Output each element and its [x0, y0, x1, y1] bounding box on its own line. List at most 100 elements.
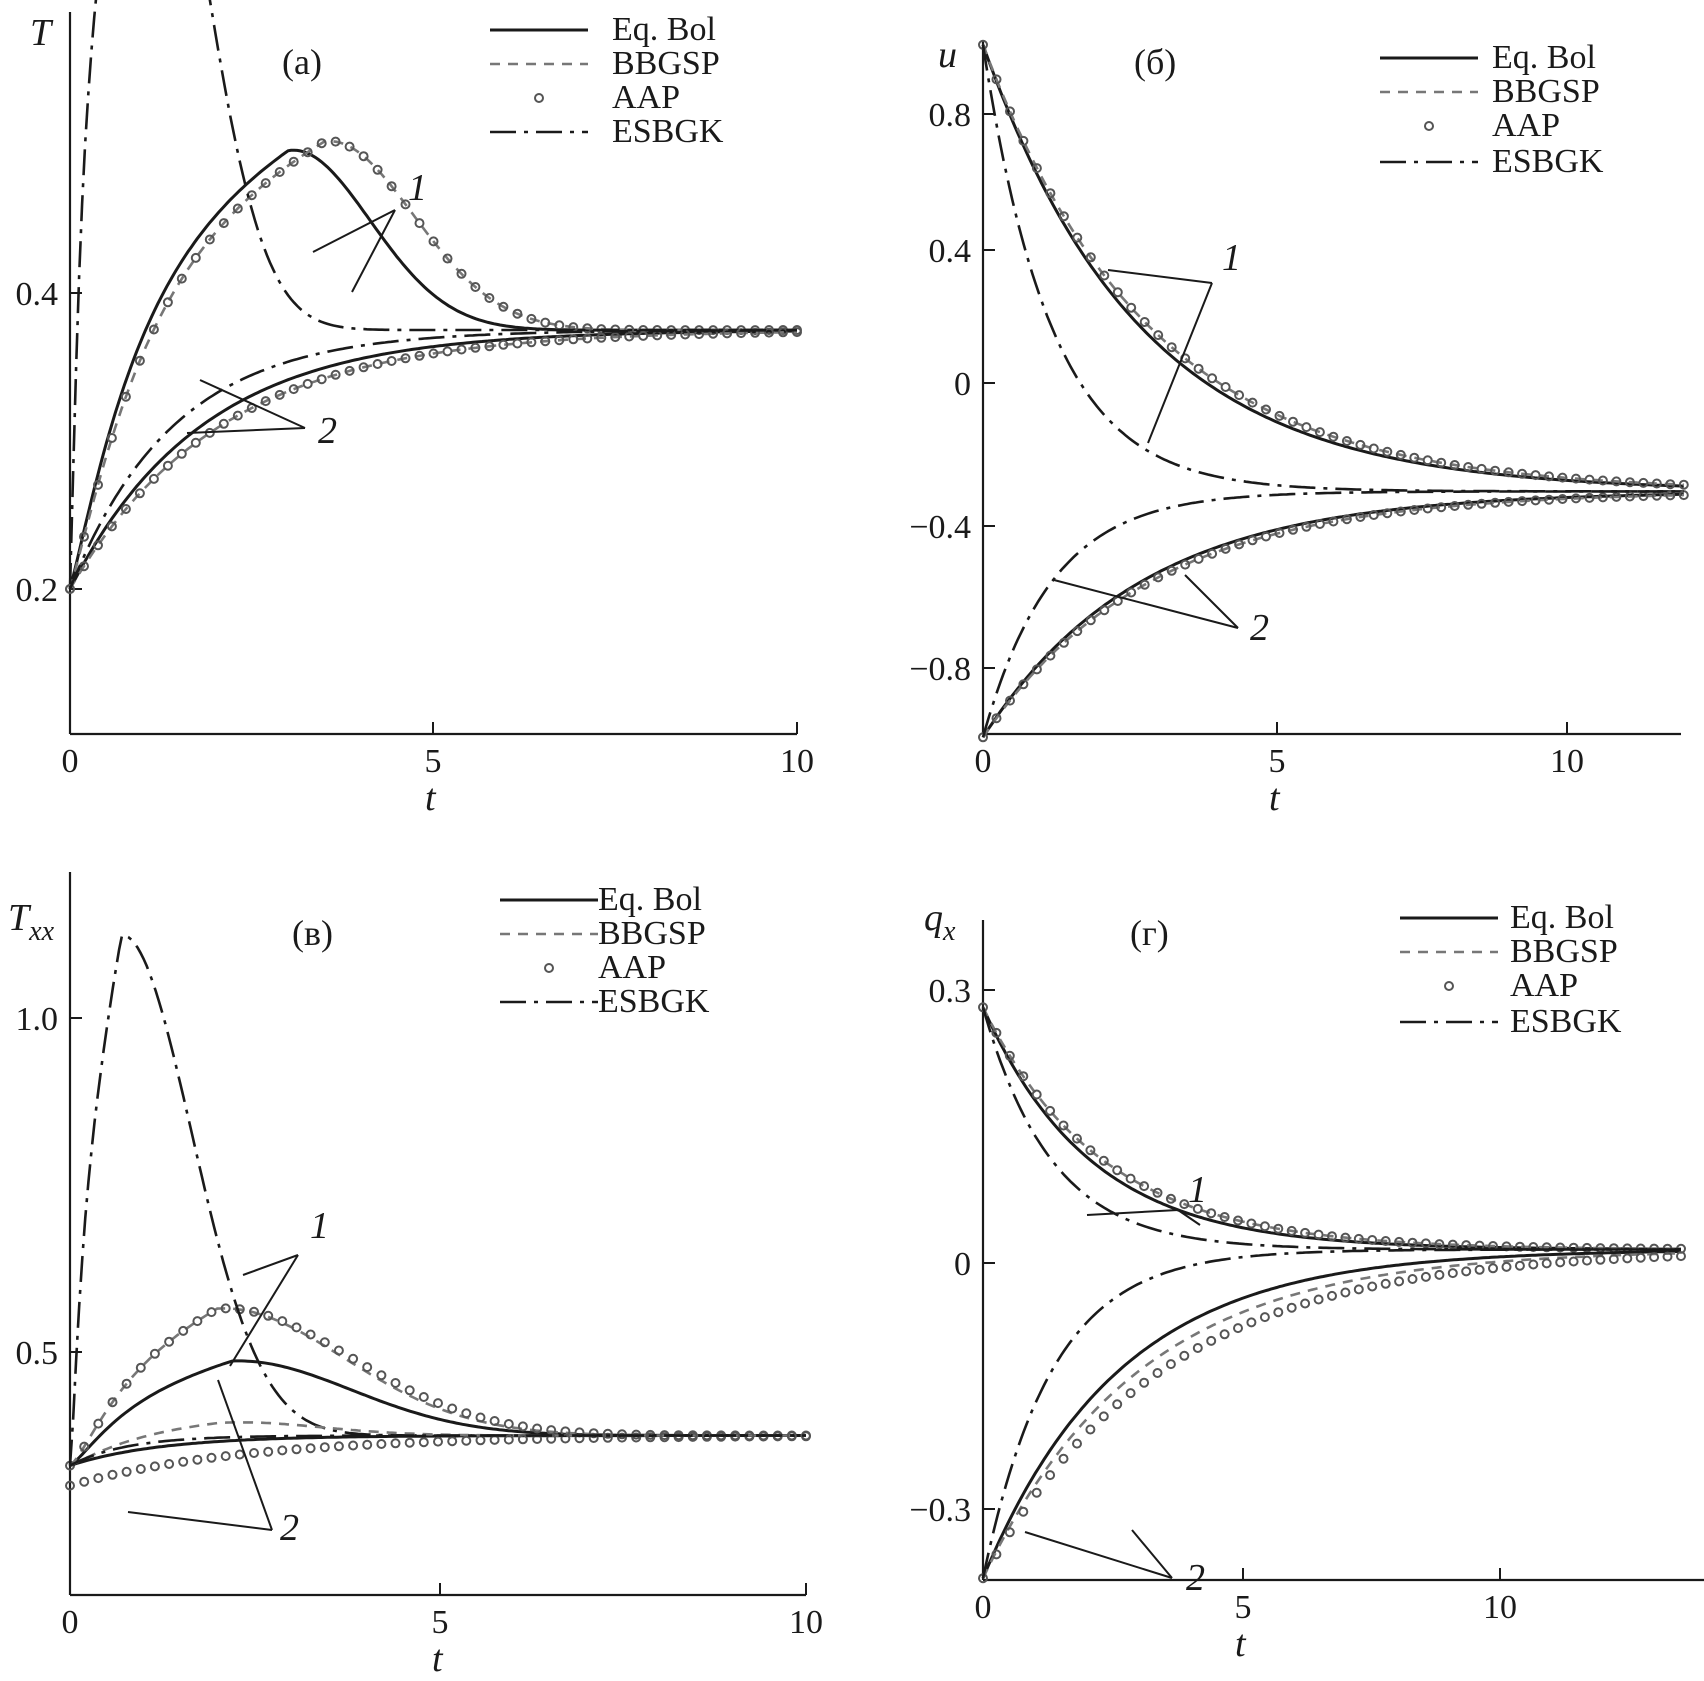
series-eq-bol-curve-1: [981, 1006, 1681, 1251]
data-point: [1530, 470, 1541, 481]
data-point: [1139, 1377, 1150, 1388]
data-point: [602, 1428, 613, 1439]
legend-label: ESBGK: [612, 113, 724, 150]
data-point: [1112, 1399, 1123, 1410]
data-point: [1139, 1181, 1150, 1192]
data-point: [305, 1443, 316, 1454]
x-axis-label: t: [1235, 1623, 1247, 1665]
data-point: [1179, 1199, 1190, 1210]
data-point: [1152, 1368, 1163, 1378]
data-point: [1528, 1242, 1539, 1252]
data-point: [232, 410, 243, 421]
leader-line: [127, 1511, 273, 1531]
legend-label: BBGSP: [612, 45, 720, 82]
y-tick-label: −0.4: [909, 509, 971, 546]
data-point: [106, 433, 117, 443]
data-point: [404, 1437, 415, 1448]
data-point: [1112, 1165, 1123, 1176]
data-point: [1152, 1187, 1163, 1198]
data-point: [1192, 1343, 1203, 1353]
data-point: [1058, 211, 1069, 222]
data-point: [120, 391, 131, 402]
data-point: [121, 1378, 132, 1389]
data-point: [1409, 452, 1420, 463]
data-point: [362, 1439, 373, 1450]
annotation-1: 1: [310, 1205, 329, 1247]
data-point: [1165, 1193, 1176, 1204]
data-point: [220, 1451, 231, 1462]
data-point: [358, 362, 369, 373]
data-point: [1179, 1350, 1190, 1361]
data-point: [400, 199, 411, 210]
data-point: [659, 1432, 670, 1443]
data-point: [1301, 521, 1312, 532]
data-point: [517, 1421, 528, 1432]
data-point: [1676, 1251, 1686, 1262]
data-point: [517, 1434, 528, 1445]
data-point: [1031, 1089, 1042, 1100]
annotation-2: 2: [318, 410, 337, 452]
series-aap-curve-2: [65, 327, 802, 594]
data-point: [274, 167, 285, 177]
legend-label: BBGSP: [1492, 73, 1600, 110]
data-point: [1219, 1329, 1230, 1340]
data-point: [1463, 499, 1474, 510]
data-point: [1624, 477, 1635, 488]
data-point: [1166, 565, 1177, 576]
leader-line: [229, 1254, 299, 1367]
data-point: [532, 1423, 543, 1434]
data-point: [1274, 528, 1285, 538]
leader-line: [1024, 1531, 1173, 1579]
data-point: [1463, 462, 1474, 472]
data-point: [220, 1303, 231, 1314]
data-point: [1099, 605, 1110, 616]
data-point: [1005, 695, 1015, 706]
annotation-1: 1: [408, 167, 427, 209]
data-point: [1407, 1237, 1418, 1248]
data-point: [1045, 188, 1056, 199]
x-tick-label: 5: [1235, 1589, 1252, 1626]
data-point: [1314, 519, 1325, 529]
data-point: [1394, 1276, 1405, 1287]
data-point: [1273, 1307, 1284, 1318]
data-point: [263, 1446, 274, 1457]
y-tick-label: −0.8: [909, 651, 971, 688]
legend-swatch: [1444, 981, 1454, 991]
data-point: [249, 1306, 259, 1317]
series-aap-curve-2: [65, 1431, 811, 1491]
data-point: [305, 1329, 316, 1340]
data-point: [1597, 475, 1608, 486]
data-point: [93, 479, 103, 490]
data-point: [1327, 1231, 1337, 1242]
data-point: [470, 282, 481, 292]
panel-label: (б): [1134, 42, 1176, 82]
data-point: [1125, 1173, 1136, 1184]
data-point: [1434, 1269, 1445, 1280]
data-point: [386, 181, 397, 192]
data-point: [1490, 497, 1501, 508]
y-axis-label: Txx: [8, 897, 55, 947]
data-point: [178, 1325, 189, 1336]
data-point: [1058, 1453, 1069, 1464]
series-aap-curve-1: [65, 136, 802, 594]
data-point: [442, 253, 453, 264]
data-point: [1045, 1470, 1056, 1481]
data-point: [1273, 1223, 1284, 1234]
data-point: [596, 332, 607, 343]
data-point: [134, 488, 145, 499]
data-point: [1314, 427, 1325, 438]
data-point: [1517, 468, 1528, 479]
series-esbgk-curve-1: [981, 44, 1684, 493]
data-point: [554, 335, 565, 346]
x-tick-label: 0: [62, 743, 79, 780]
data-point: [1662, 1251, 1673, 1262]
data-point: [1501, 1261, 1512, 1272]
data-point: [1449, 501, 1460, 511]
data-point: [260, 396, 271, 407]
series-eq-bol-curve-1: [69, 1359, 806, 1467]
x-tick-label: 10: [1483, 1589, 1517, 1626]
data-point: [1286, 1302, 1297, 1313]
